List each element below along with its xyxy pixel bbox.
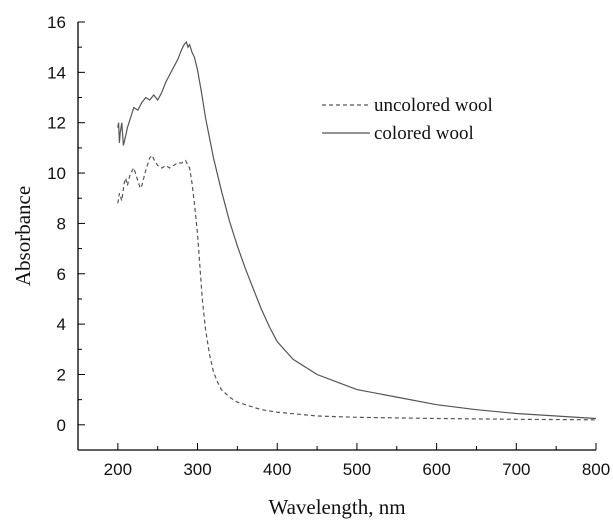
series-lines bbox=[117, 40, 597, 421]
x-tick-label: 400 bbox=[263, 460, 291, 479]
x-tick-label: 800 bbox=[582, 460, 610, 479]
y-tick-label: 16 bbox=[47, 13, 66, 32]
y-tick-label: 14 bbox=[47, 63, 66, 82]
x-tick-label: 600 bbox=[422, 460, 450, 479]
y-tick-label: 2 bbox=[57, 365, 66, 384]
y-tick-label: 8 bbox=[57, 214, 66, 233]
x-tick-label: 500 bbox=[343, 460, 371, 479]
series-line-uncolored-wool bbox=[117, 154, 597, 421]
legend-entry-label: colored wool bbox=[374, 123, 474, 144]
y-tick-label: 4 bbox=[57, 315, 66, 334]
y-tick-label: 6 bbox=[57, 265, 66, 284]
x-tick-label: 700 bbox=[502, 460, 530, 479]
x-axis-label: Wavelength, nm bbox=[268, 495, 405, 519]
y-tick-label: 10 bbox=[47, 164, 66, 183]
ticks: 0 2 4 6 8 10 12 14 16 200 300 400 500 600 700 800 bbox=[47, 13, 610, 479]
legend: uncolored wool colored wool bbox=[322, 95, 493, 144]
y-axis-label: Absorbance bbox=[11, 186, 35, 286]
series-line-colored-wool bbox=[117, 40, 597, 420]
x-tick-label: 300 bbox=[183, 460, 211, 479]
legend-entry-label: uncolored wool bbox=[374, 95, 493, 116]
axes bbox=[77, 22, 596, 451]
x-tick-label: 200 bbox=[104, 460, 132, 479]
y-tick-label: 0 bbox=[57, 416, 66, 435]
y-tick-label: 12 bbox=[47, 114, 66, 133]
